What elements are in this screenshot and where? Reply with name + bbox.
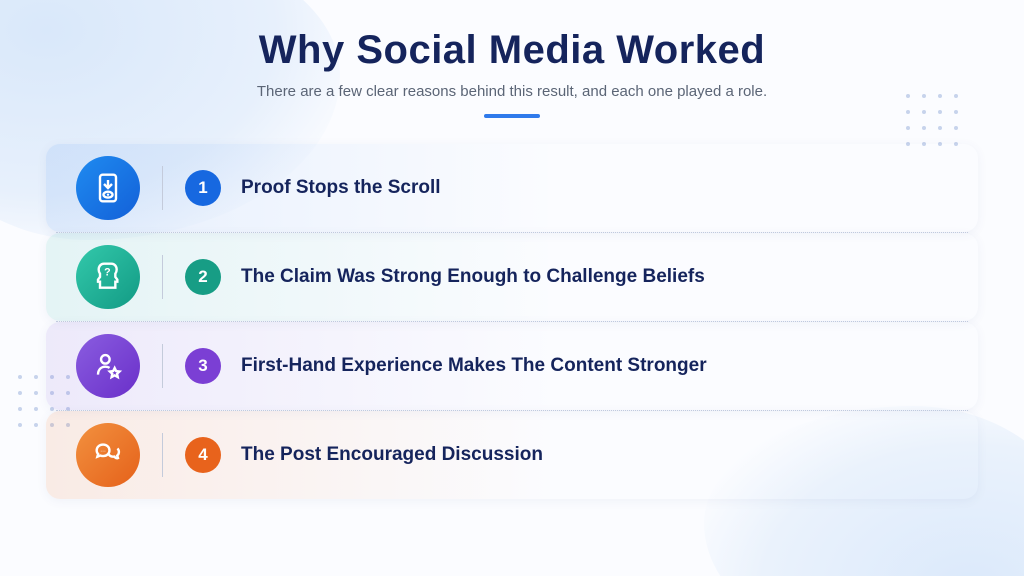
- person-star-icon: [76, 334, 140, 398]
- list-item[interactable]: ? 2 The Claim Was Strong Enough to Chall…: [46, 233, 978, 321]
- svg-text:...: ...: [100, 446, 106, 453]
- number-badge-2: 2: [185, 259, 221, 295]
- title-divider: [484, 114, 540, 118]
- item-label-2: The Claim Was Strong Enough to Challenge…: [241, 264, 705, 290]
- list-item[interactable]: 3 First-Hand Experience Makes The Conten…: [46, 322, 978, 410]
- list-item[interactable]: 1 Proof Stops the Scroll: [46, 144, 978, 232]
- svg-text:?: ?: [104, 267, 111, 279]
- number-badge-1: 1: [185, 170, 221, 206]
- page-subtitle: There are a few clear reasons behind thi…: [0, 83, 1024, 100]
- chat-bubbles-icon: ...: [76, 423, 140, 487]
- number-badge-3: 3: [185, 348, 221, 384]
- number-badge-4: 4: [185, 437, 221, 473]
- reason-list: 1 Proof Stops the Scroll ? 2 The Claim W…: [46, 144, 978, 499]
- page-header: Why Social Media Worked There are a few …: [0, 0, 1024, 118]
- divider-line: [162, 344, 163, 388]
- divider-line: [162, 255, 163, 299]
- divider-line: [162, 433, 163, 477]
- page-title: Why Social Media Worked: [0, 28, 1024, 73]
- item-label-1: Proof Stops the Scroll: [241, 175, 441, 201]
- phone-proof-icon: [76, 156, 140, 220]
- item-label-3: First-Hand Experience Makes The Content …: [241, 353, 707, 379]
- list-item[interactable]: ... 4 The Post Encouraged Discussion: [46, 411, 978, 499]
- item-label-4: The Post Encouraged Discussion: [241, 442, 543, 468]
- divider-line: [162, 166, 163, 210]
- head-question-icon: ?: [76, 245, 140, 309]
